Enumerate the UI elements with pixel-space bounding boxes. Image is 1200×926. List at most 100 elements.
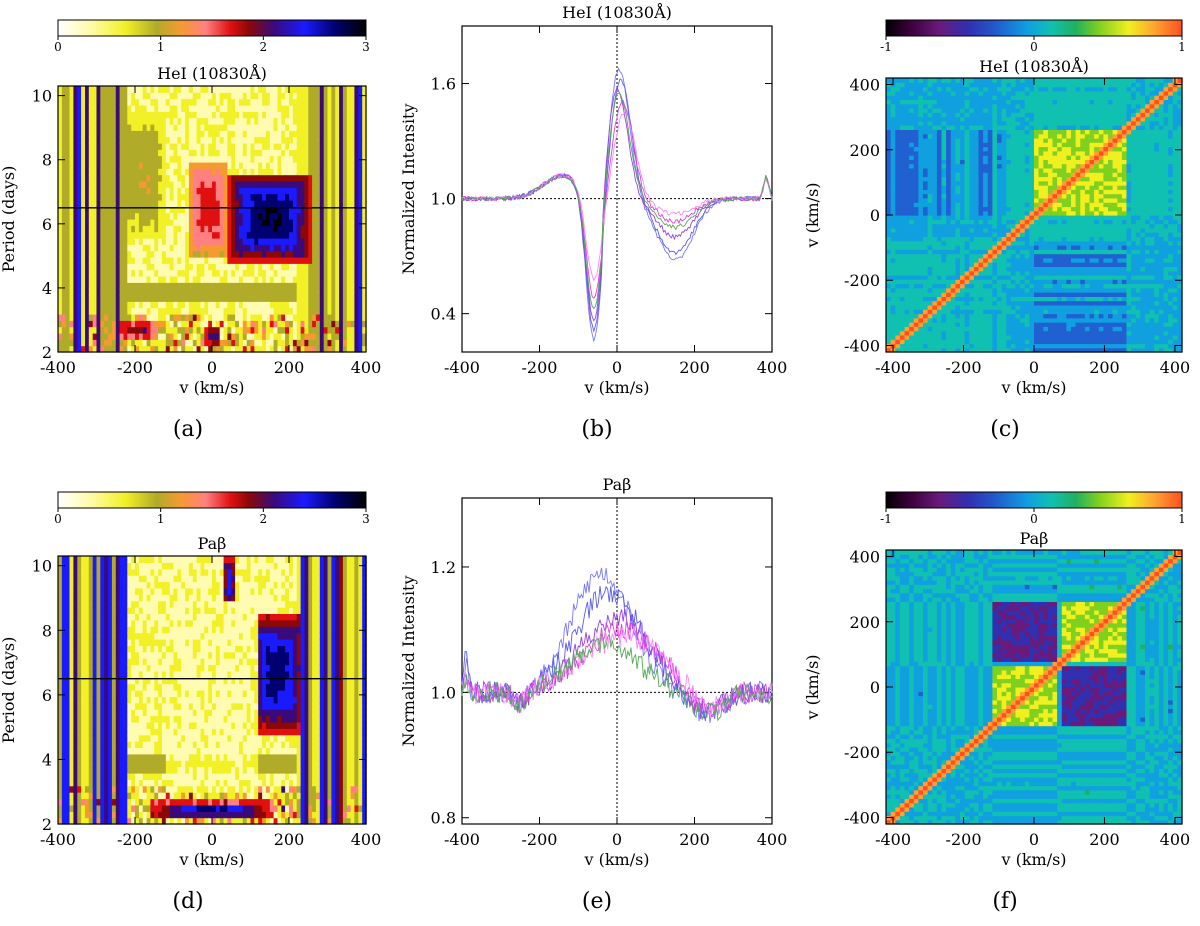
heatmap-cell (274, 181, 279, 188)
heatmap-cell (254, 244, 258, 251)
heatmap-cell (227, 137, 232, 144)
heatmap-cell (905, 198, 910, 203)
heatmap-cell (886, 134, 891, 139)
heatmap-cell (258, 232, 263, 239)
heatmap-cell (227, 118, 232, 125)
heatmap-cell (937, 181, 942, 186)
heatmap-cell (58, 175, 63, 182)
heatmap-cell (274, 130, 279, 137)
heatmap-cell (297, 156, 302, 163)
heatmap-cell (320, 339, 325, 346)
heatmap-cell (127, 276, 132, 283)
heatmap-cell (143, 149, 148, 156)
heatmap-cell (143, 232, 148, 239)
heatmap-cell (81, 333, 86, 340)
heatmap-cell (112, 86, 117, 93)
heatmap-cell (328, 333, 333, 340)
heatmap-cell (891, 284, 896, 289)
heatmap-cell (969, 198, 974, 203)
heatmap-cell (235, 162, 240, 169)
heatmap-cell (289, 111, 294, 118)
heatmap-cell (932, 117, 937, 122)
colorbar-tick-label-a-1: 1 (157, 40, 165, 54)
heatmap-cell (905, 301, 910, 306)
heatmap-cell (988, 249, 993, 254)
heatmap-cell (104, 219, 109, 226)
heatmap-cell (150, 251, 155, 258)
heatmap-cell (320, 327, 325, 334)
heatmap-cell (258, 244, 263, 251)
heatmap-cell (974, 78, 979, 83)
heatmap-cell (909, 335, 914, 340)
heatmap-cell (942, 181, 947, 186)
x-tick-label-a-2: 0 (207, 358, 217, 377)
heatmap-cell (928, 108, 933, 113)
heatmap-cell (983, 228, 988, 233)
heatmap-cell (150, 327, 155, 334)
heatmap-cell (127, 238, 132, 245)
heatmap-cell (274, 92, 279, 99)
heatmap-cell (181, 156, 186, 163)
heatmap-cell (104, 339, 109, 346)
heatmap-cell (937, 104, 942, 109)
heatmap-cell (891, 108, 896, 113)
heatmap-cell (937, 121, 942, 126)
heatmap-cell (965, 241, 970, 246)
heatmap-cell (914, 284, 919, 289)
heatmap-cell (297, 295, 302, 302)
heatmap-cell (942, 236, 947, 241)
heatmap-cell (58, 276, 63, 283)
heatmap-cell (946, 172, 951, 177)
heatmap-cell (120, 213, 125, 220)
heatmap-cell (162, 314, 167, 321)
heatmap-cell (900, 224, 905, 229)
heatmap-cell (274, 143, 279, 150)
heatmap-cell (166, 276, 171, 283)
heatmap-cell (900, 112, 905, 117)
heatmap-cell (89, 111, 94, 118)
heatmap-cell (905, 241, 910, 246)
heatmap-cell (343, 333, 348, 340)
heatmap-cell (235, 339, 240, 346)
heatmap-cell (70, 130, 75, 137)
heatmap-cell (89, 333, 94, 340)
heatmap-cell (928, 288, 933, 293)
heatmap-cell (297, 143, 302, 150)
heatmap-cell (965, 275, 970, 280)
heatmap-cell (895, 305, 900, 310)
heatmap-cell (946, 343, 951, 348)
heatmap-cell (914, 108, 919, 113)
heatmap-cell (70, 251, 75, 258)
heatmap-cell (120, 333, 125, 340)
heatmap-cell (932, 301, 937, 306)
heatmap-cell (942, 284, 947, 289)
heatmap-cell (992, 339, 997, 344)
heatmap-cell (923, 151, 928, 156)
heatmap-cell (304, 251, 309, 258)
heatmap-cell (112, 111, 117, 118)
heatmap-cell (900, 185, 905, 190)
heatmap-cell (197, 327, 202, 334)
heatmap-cell (900, 82, 905, 87)
heatmap-cell (905, 339, 910, 344)
heatmap-cell (143, 200, 148, 207)
heatmap-cell (143, 137, 148, 144)
heatmap-cell (992, 194, 997, 199)
heatmap-cell (328, 149, 333, 156)
heatmap-cell (58, 187, 63, 194)
heatmap-cell (197, 156, 202, 163)
heatmap-cell (900, 331, 905, 336)
heatmap-cell (70, 111, 75, 118)
heatmap-cell (104, 295, 109, 302)
heatmap-cell (886, 91, 891, 96)
heatmap-cell (965, 258, 970, 263)
heatmap-cell (89, 99, 94, 106)
heatmap-cell (946, 198, 951, 203)
heatmap-cell (988, 318, 993, 323)
heatmap-cell (104, 333, 109, 340)
heatmap-cell (928, 245, 933, 250)
heatmap-cell (895, 228, 900, 233)
heatmap-cell (258, 339, 263, 346)
heatmap-cell (951, 159, 956, 164)
heatmap-cell (254, 301, 258, 308)
